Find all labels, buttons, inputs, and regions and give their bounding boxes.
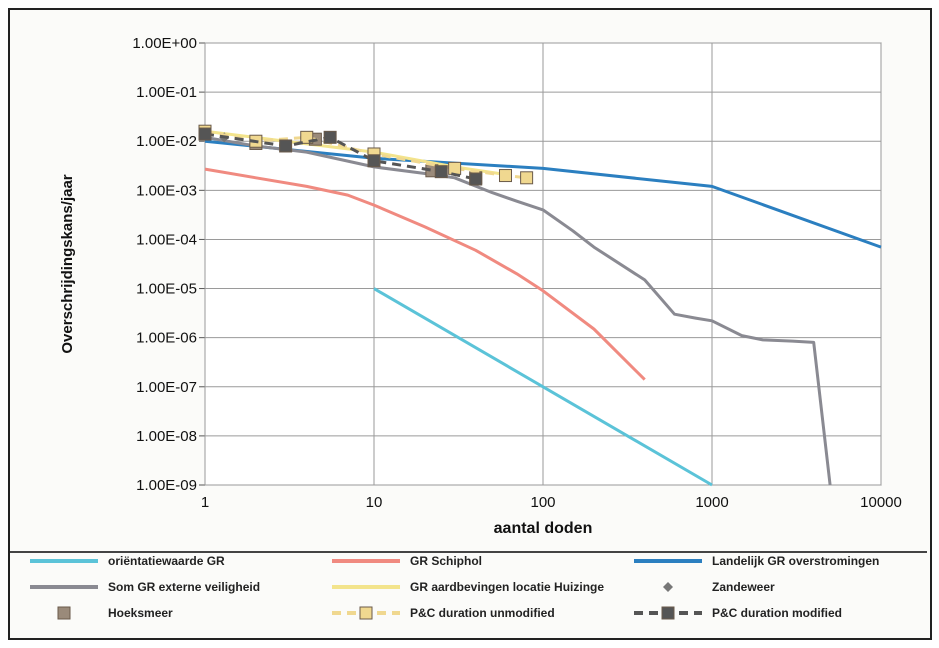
- series-0: [373, 287, 713, 487]
- legend-symbol: [30, 559, 98, 563]
- x-tick-label: 100: [530, 494, 555, 511]
- y-tick-labels: 1.00E+00 1.00E-01 1.00E-02 1.00E-03 1.00E-04…: [132, 35, 197, 494]
- x-tick-label: 1000: [695, 494, 728, 511]
- legend-label: GR Schiphol: [410, 554, 482, 568]
- data-point: [359, 606, 373, 620]
- legend-item: Landelijk GR overstromingen: [632, 551, 879, 571]
- y-tick-label: 1.00E-06: [136, 330, 197, 347]
- series-line: [204, 139, 882, 249]
- data-point: [323, 130, 337, 144]
- series-group: [198, 124, 882, 487]
- legend-label: Som GR externe veiligheid: [108, 580, 261, 594]
- legend-label: Hoeksmeer: [108, 606, 173, 620]
- data-point: [367, 154, 381, 168]
- series-line: [204, 132, 477, 181]
- data-point: [663, 582, 673, 592]
- y-tick-label: 1.00E-02: [136, 133, 197, 150]
- x-tick-label: 10000: [860, 494, 902, 511]
- x-axis-label: aantal doden: [494, 520, 593, 537]
- legend-item: Hoeksmeer: [28, 603, 173, 623]
- legend-item: P&C duration modified: [632, 603, 842, 623]
- y-tick-label: 1.00E-04: [136, 231, 197, 248]
- legend-symbol: [332, 585, 400, 589]
- legend-item: P&C duration unmodified: [330, 603, 555, 623]
- legend-label: oriëntatiewaarde GR: [108, 554, 225, 568]
- legend-item: oriëntatiewaarde GR: [28, 551, 225, 571]
- legend-symbol: [663, 582, 673, 592]
- legend-label: Zandeweer: [712, 580, 775, 594]
- series-line: [204, 167, 646, 381]
- x-tick-label: 1: [201, 494, 209, 511]
- y-tick-label: 1.00E-03: [136, 182, 197, 199]
- data-point: [448, 161, 462, 175]
- data-point: [469, 172, 483, 186]
- legend-item: GR aardbevingen locatie Huizinge: [330, 577, 604, 597]
- legend-label: GR aardbevingen locatie Huizinge: [410, 580, 605, 594]
- data-point: [198, 127, 212, 141]
- legend-symbol: [634, 559, 702, 563]
- data-point: [499, 169, 513, 183]
- legend-label: Landelijk GR overstromingen: [712, 554, 880, 568]
- series-8: [198, 127, 483, 186]
- y-axis-label: Overschrijdingskans/jaar: [59, 174, 76, 353]
- y-tick-label: 1.00E+00: [132, 35, 197, 52]
- series-3: [204, 135, 832, 486]
- series-line: [204, 135, 832, 486]
- y-tick-label: 1.00E-09: [136, 477, 197, 494]
- legend-label: P&C duration modified: [712, 606, 842, 620]
- x-tick-labels: 1 10 100 1000 10000: [201, 494, 902, 511]
- data-point: [520, 171, 534, 185]
- legend: oriëntatiewaarde GR GR Schiphol Landelijk …: [10, 551, 927, 639]
- data-point: [279, 139, 293, 153]
- x-tick-label: 10: [366, 494, 383, 511]
- series-line: [373, 287, 713, 487]
- data-point: [57, 606, 71, 620]
- legend-symbol: [332, 606, 400, 620]
- legend-item: Som GR externe veiligheid: [28, 577, 260, 597]
- legend-item: Zandeweer: [632, 577, 775, 597]
- legend-label: P&C duration unmodified: [410, 606, 555, 620]
- data-point: [661, 606, 675, 620]
- y-tick-label: 1.00E-07: [136, 379, 197, 396]
- y-tick-label: 1.00E-05: [136, 281, 197, 298]
- data-point: [434, 165, 448, 179]
- y-tick-label: 1.00E-08: [136, 428, 197, 445]
- legend-symbol: [57, 606, 71, 620]
- legend-symbol: [332, 559, 400, 563]
- legend-symbol: [634, 606, 702, 620]
- legend-item: GR Schiphol: [330, 551, 482, 571]
- y-tick-label: 1.00E-01: [136, 84, 197, 101]
- series-2: [204, 139, 882, 249]
- legend-symbol: [30, 585, 98, 589]
- series-1: [204, 167, 646, 381]
